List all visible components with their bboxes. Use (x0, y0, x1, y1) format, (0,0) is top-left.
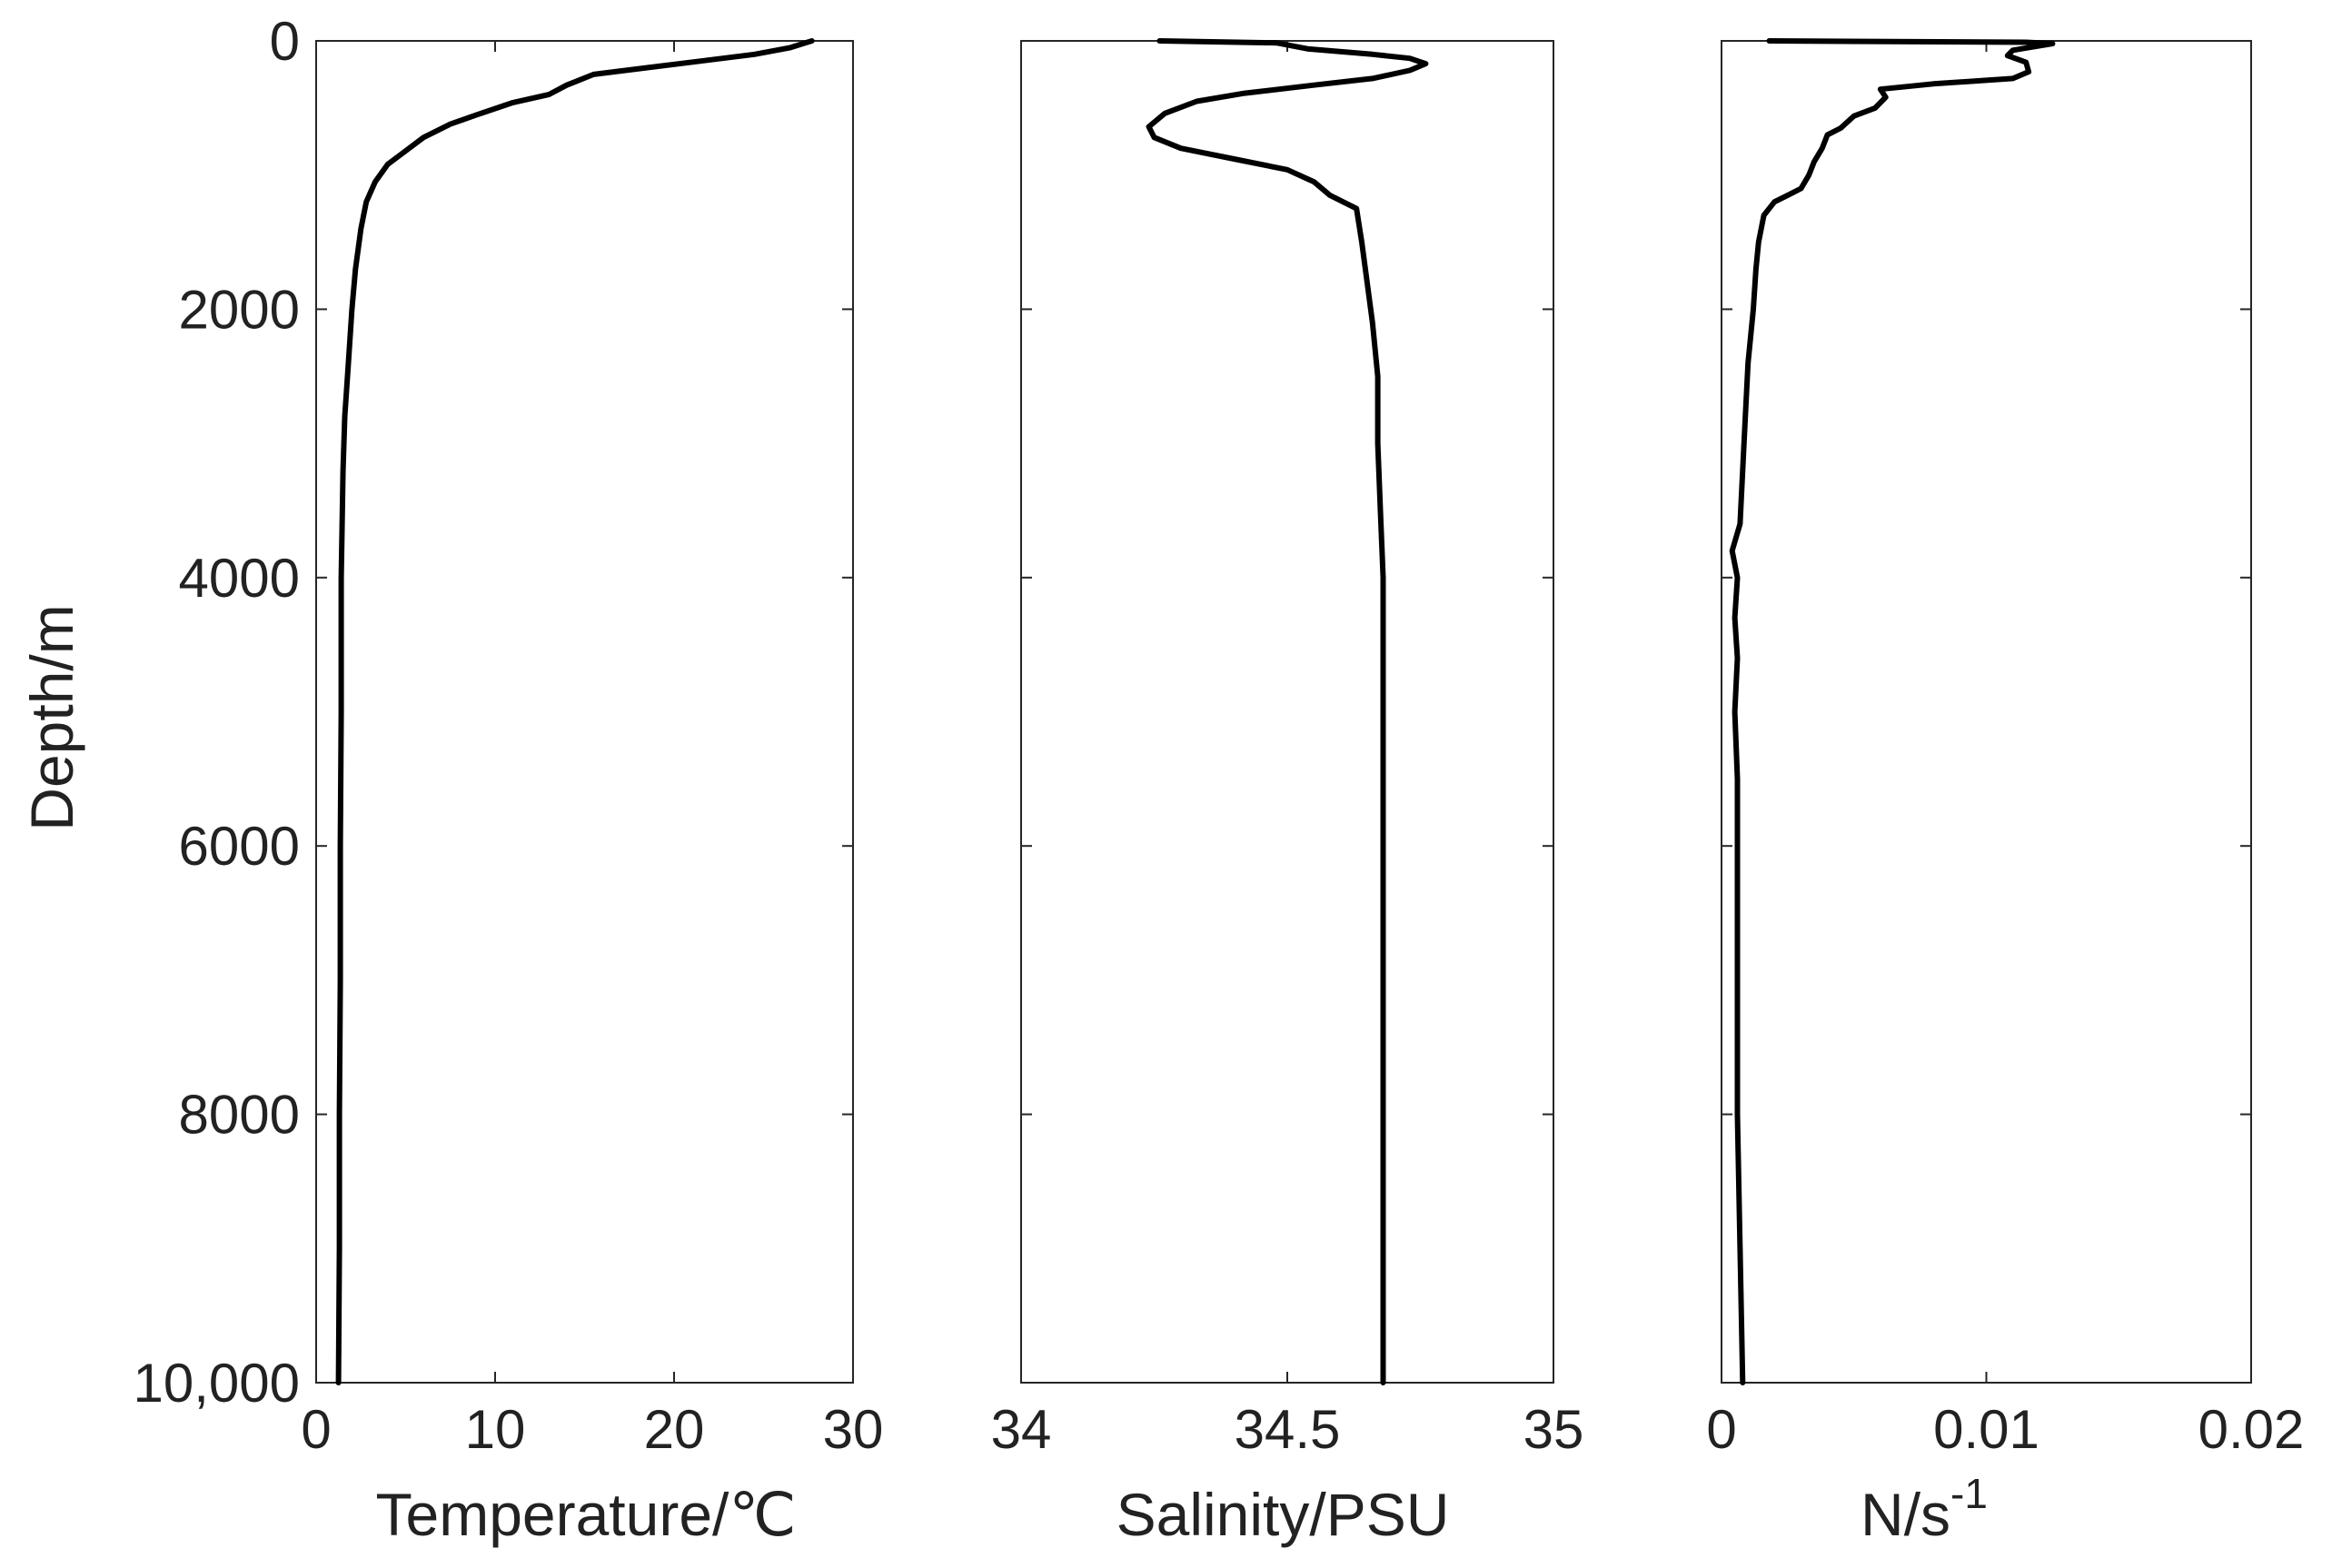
x-tick-label: 0 (301, 1399, 331, 1460)
plot-frame (1020, 40, 1554, 1384)
y-tick-label: 0 (270, 11, 300, 72)
x-tick-label: 34.5 (1235, 1399, 1341, 1460)
salinity-panel: 34 34.5 35 (991, 38, 1584, 1460)
y-axis-label: Depth/m (18, 604, 85, 830)
y-tick-label: 2000 (179, 279, 300, 340)
profile-line (335, 38, 815, 1385)
buoyancy-frequency-panel: 0 0.01 0.02 (1706, 38, 2305, 1460)
x-axis-label-salinity: Salinity/PSU (1116, 1481, 1450, 1548)
x-tick-label: 34 (991, 1399, 1052, 1460)
y-tick-label: 8000 (179, 1085, 300, 1146)
x-axis-label-buoyancy-exponent: -1 (1950, 1470, 1988, 1517)
y-tick-label: 10,000 (133, 1353, 300, 1414)
x-tick-label: 35 (1523, 1399, 1584, 1460)
y-tick-label: 4000 (179, 548, 300, 609)
plot-frame (315, 40, 854, 1384)
x-axis-label-temperature: Temperature/℃ (376, 1481, 797, 1548)
profile-line (1729, 38, 2056, 1385)
x-axis-label-buoyancy-main: N/s (1861, 1481, 1950, 1548)
y-tick-label: 6000 (179, 816, 300, 877)
x-tick-label: 0.02 (2198, 1399, 2305, 1460)
x-tick-label: 20 (644, 1399, 705, 1460)
profile-line (1146, 38, 1429, 1385)
x-axis-label-buoyancy: N/s-1 (1861, 1470, 1988, 1548)
x-tick-label: 30 (823, 1399, 884, 1460)
x-tick-label: 0.01 (1933, 1399, 2039, 1460)
x-tick-label: 10 (465, 1399, 526, 1460)
plot-frame (1721, 40, 2252, 1384)
x-tick-label: 0 (1706, 1399, 1736, 1460)
